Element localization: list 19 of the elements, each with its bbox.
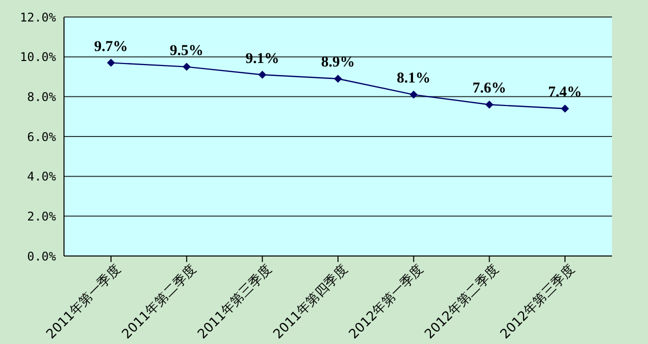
y-tick-label: 0.0% <box>27 249 57 264</box>
data-label: 8.1% <box>396 70 431 87</box>
y-tick-label: 10.0% <box>20 50 57 64</box>
point <box>410 90 418 99</box>
y-tick-label: 8.0% <box>27 90 57 104</box>
point <box>485 100 494 109</box>
y-tick-label: 4.0% <box>27 170 57 184</box>
point <box>258 70 266 79</box>
data-label: 7.6% <box>472 80 506 97</box>
point <box>334 74 342 83</box>
y-tick-label: 12.0% <box>20 10 57 24</box>
point <box>561 104 569 113</box>
y-tick-label: 2.0% <box>27 209 57 224</box>
point <box>182 62 191 71</box>
data-label: 8.9% <box>321 54 355 71</box>
y-tick-label: 6.0% <box>27 130 57 144</box>
point <box>107 58 115 67</box>
data-label: 9.5% <box>170 42 204 59</box>
data-label: 9.7% <box>94 38 128 55</box>
